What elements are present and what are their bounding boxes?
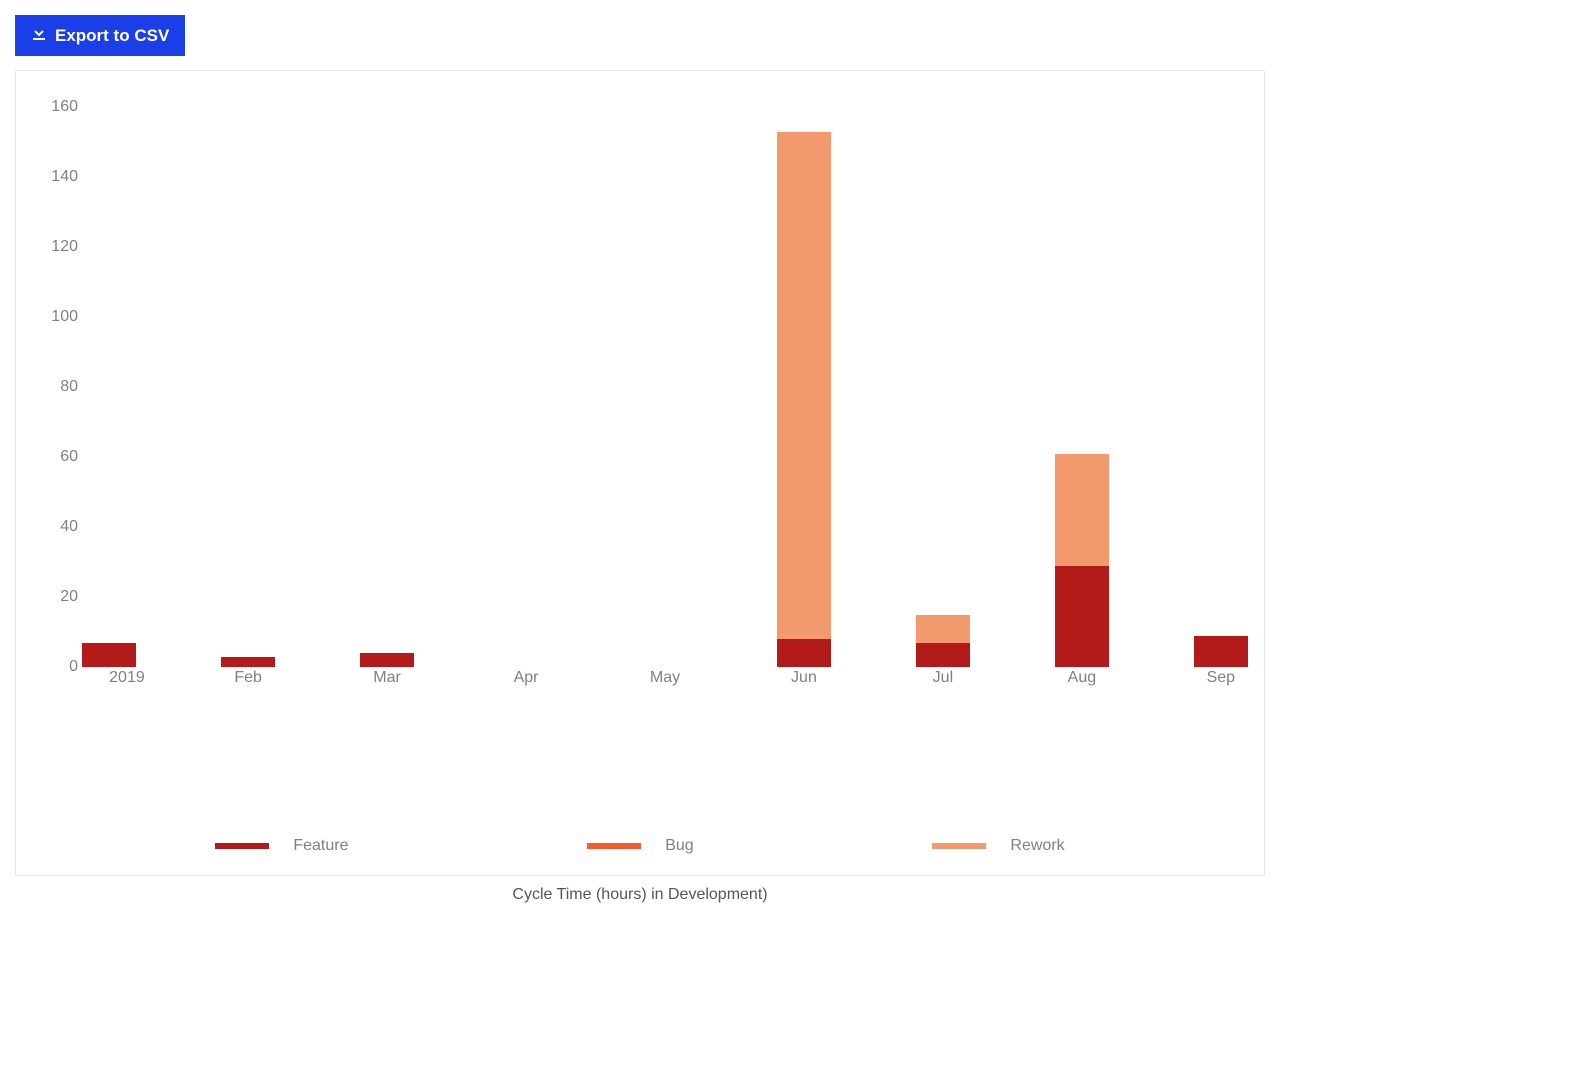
bar [916, 615, 970, 668]
y-axis: 020406080100120140160 [36, 107, 86, 667]
bar [360, 653, 414, 667]
chart-plot [86, 107, 1244, 667]
x-tick-label: Mar [373, 669, 401, 687]
x-tick-label: May [650, 669, 680, 687]
bar-segment-feature [1055, 566, 1109, 668]
y-tick-label: 100 [51, 308, 78, 326]
y-tick-label: 80 [60, 378, 78, 396]
chart-title: Cycle Time (hours) in Development) [15, 886, 1265, 904]
bar [1194, 636, 1248, 668]
chart-legend: Feature Bug Rework [36, 837, 1244, 855]
y-tick-label: 60 [60, 448, 78, 466]
y-tick-label: 0 [69, 658, 78, 676]
bar [82, 643, 136, 668]
y-tick-label: 40 [60, 518, 78, 536]
export-csv-label: Export to CSV [55, 26, 169, 46]
legend-item-rework: Rework [932, 837, 1064, 855]
bar-segment-feature [82, 643, 136, 668]
download-icon [31, 25, 47, 46]
legend-label: Feature [293, 837, 348, 855]
x-axis: 2019 Feb Mar Apr May Jun Jul Aug Sep [86, 669, 1244, 693]
bar-segment-feature [777, 639, 831, 667]
legend-swatch [932, 843, 986, 849]
bar [777, 132, 831, 668]
y-tick-label: 140 [51, 168, 78, 186]
legend-swatch [587, 843, 641, 849]
bar-segment-feature [221, 657, 275, 668]
bar-segment-rework [916, 615, 970, 643]
bar-segment-rework [777, 132, 831, 640]
x-tick-label: Jul [933, 669, 953, 687]
x-tick-label: Jun [791, 669, 817, 687]
bar-segment-feature [1194, 636, 1248, 668]
legend-label: Bug [665, 837, 693, 855]
y-tick-label: 160 [51, 98, 78, 116]
x-tick-label: Aug [1068, 669, 1096, 687]
bar-segment-feature [360, 653, 414, 667]
y-tick-label: 20 [60, 588, 78, 606]
x-tick-label: Apr [514, 669, 539, 687]
legend-swatch [215, 843, 269, 849]
legend-label: Rework [1010, 837, 1064, 855]
chart-card: 0 20 40 60 80 100 120 140 160 2019 Feb Mar Apr May Ju… [15, 70, 1265, 876]
bar-segment-feature [916, 643, 970, 668]
x-tick-label: Feb [234, 669, 262, 687]
x-tick-label: 2019 [109, 669, 145, 687]
bar-segment-rework [1055, 454, 1109, 566]
export-csv-button[interactable]: Export to CSV [15, 15, 185, 56]
bar [1055, 454, 1109, 668]
bar [221, 657, 275, 668]
chart-area: 020406080100120140160 2019FebMarAprMayJu… [36, 107, 1244, 767]
legend-item-bug: Bug [587, 837, 693, 855]
y-tick-label: 120 [51, 238, 78, 256]
x-tick-label: Sep [1207, 669, 1235, 687]
legend-item-feature: Feature [215, 837, 348, 855]
